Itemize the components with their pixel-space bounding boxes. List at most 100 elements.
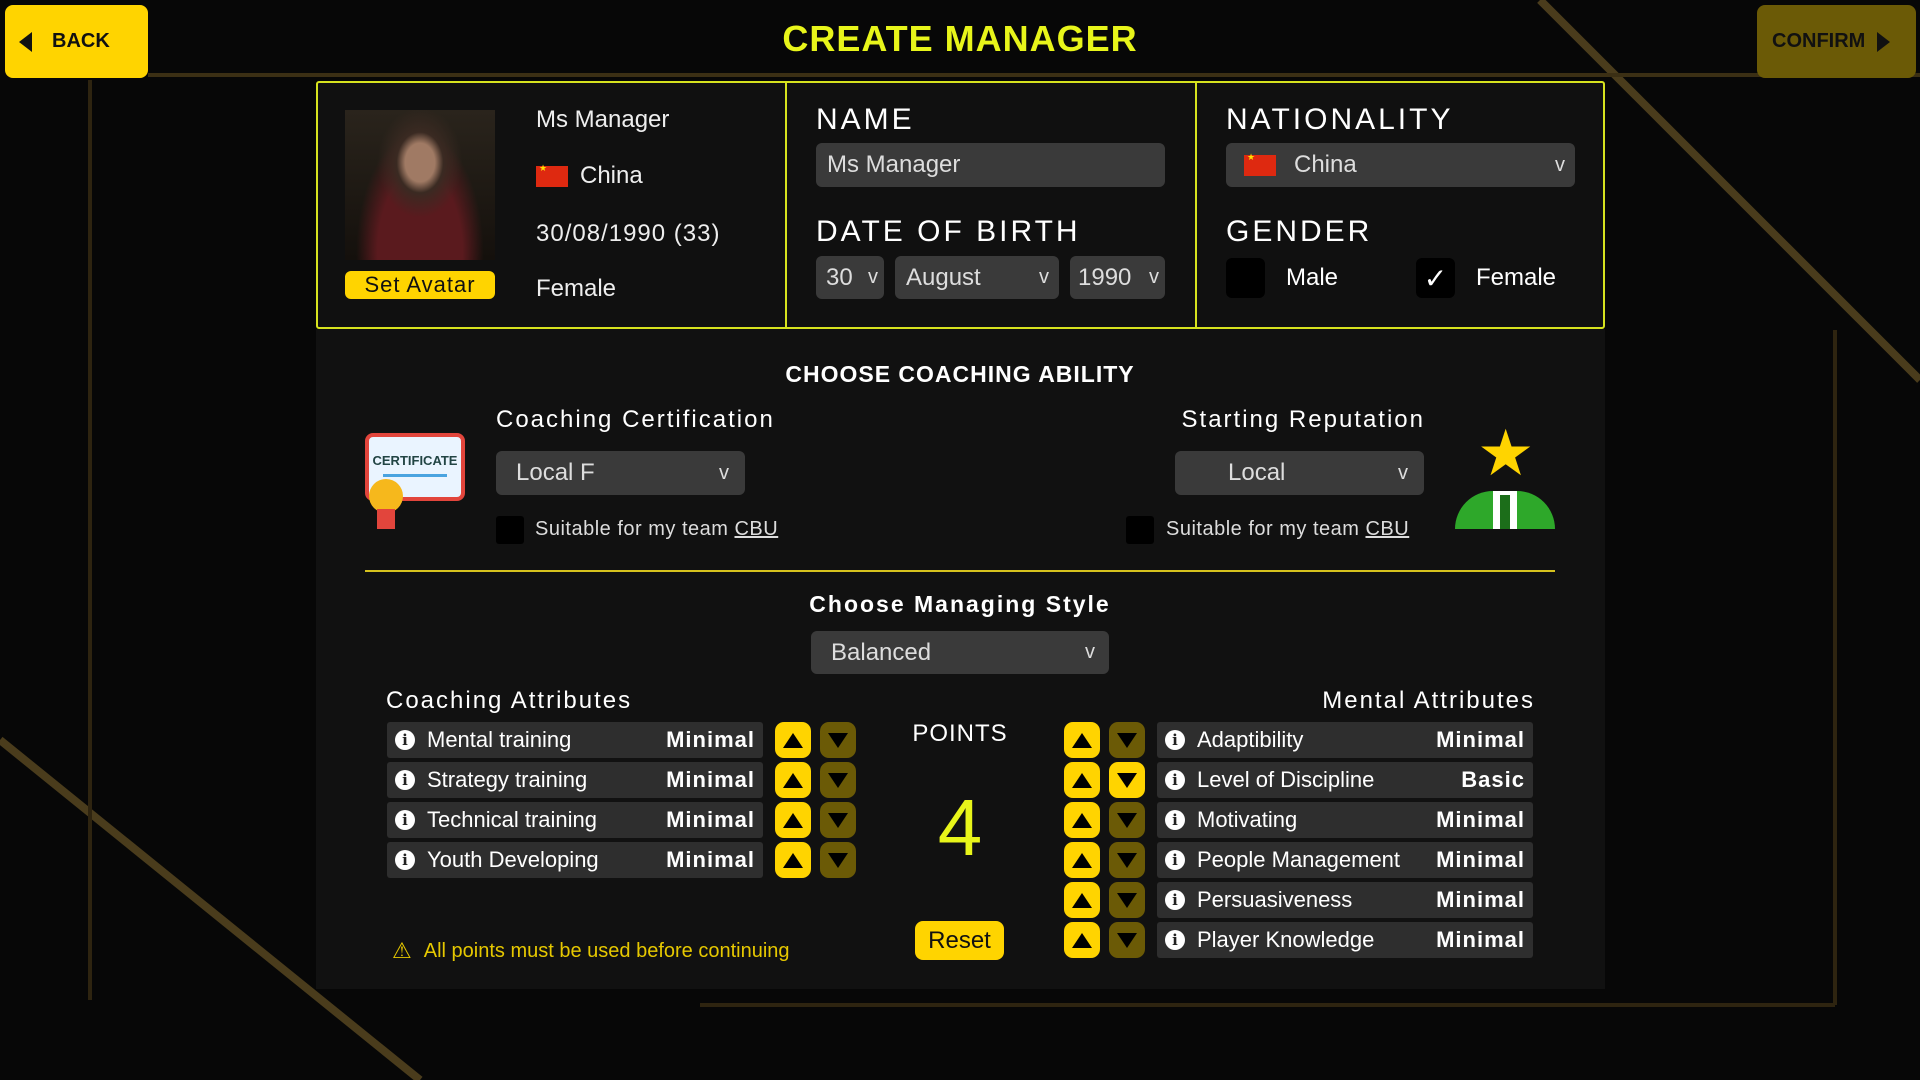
mental-attributes-title: Mental Attributes [1322,687,1535,714]
set-avatar-button[interactable]: Set Avatar [345,271,495,299]
increase-button[interactable] [775,802,811,838]
male-checkbox[interactable] [1226,258,1265,298]
cbu-link[interactable]: CBU [1365,518,1410,540]
attribute-level: Minimal [1436,847,1525,872]
reputation-star-icon: ★ [1455,421,1555,529]
attribute-level: Minimal [666,807,755,832]
increase-button[interactable] [1064,882,1100,918]
name-input[interactable]: Ms Manager [816,143,1165,187]
decrease-button[interactable] [1109,842,1145,878]
decrease-button[interactable] [820,842,856,878]
month-select[interactable]: August v [895,256,1059,299]
arrow-up-icon [1072,852,1092,868]
attribute-name: Mental training [427,727,572,752]
certificate-icon: CERTIFICATE [365,431,465,529]
nationality-select[interactable]: China v [1226,143,1575,187]
arrow-up-icon [1072,732,1092,748]
info-icon[interactable]: i [1165,890,1185,910]
info-icon[interactable]: i [1165,770,1185,790]
attribute-name: Technical training [427,807,597,832]
forward-arrow-icon [1877,31,1891,52]
info-icon[interactable]: i [1165,810,1185,830]
summary-nationality: China [580,162,643,189]
attribute-row: i Motivating Minimal [1157,802,1533,838]
cert-suitable-checkbox[interactable] [496,516,524,544]
attribute-row: i Player Knowledge Minimal [1157,922,1533,958]
nationality-label: NATIONALITY [1226,103,1454,136]
attribute-name: Youth Developing [427,847,599,872]
back-button[interactable]: BACK [5,5,148,78]
cert-value: Local F [516,459,595,486]
attribute-level: Minimal [1436,927,1525,952]
attribute-row: i Level of Discipline Basic [1157,762,1533,798]
info-icon[interactable]: i [395,810,415,830]
info-icon[interactable]: i [1165,930,1185,950]
back-arrow-icon [19,31,32,52]
increase-button[interactable] [1064,802,1100,838]
info-icon[interactable]: i [1165,730,1185,750]
arrow-up-icon [783,772,803,788]
page-title: CREATE MANAGER [782,18,1138,59]
attribute-name: Adaptibility [1197,727,1304,752]
rep-suitable-checkbox[interactable] [1126,516,1154,544]
info-icon[interactable]: i [395,730,415,750]
increase-button[interactable] [775,722,811,758]
china-flag-icon [536,163,568,187]
confirm-button[interactable]: CONFIRM [1757,5,1916,78]
year-select[interactable]: 1990 v [1070,256,1165,299]
arrow-down-icon [828,812,848,828]
points-label: POINTS [912,720,1008,747]
arrow-up-icon [783,732,803,748]
reset-button[interactable]: Reset [915,921,1004,960]
starting-reputation-select[interactable]: Local v [1175,451,1424,495]
managing-style-select[interactable]: Balanced v [811,631,1109,674]
attribute-row: i Technical training Minimal [387,802,763,838]
arrow-down-icon [1117,732,1137,748]
day-value: 30 [826,263,853,291]
decrease-button[interactable] [820,802,856,838]
nationality-value: China [1294,151,1357,178]
year-value: 1990 [1078,263,1132,291]
attribute-level: Minimal [1436,887,1525,912]
attribute-level: Minimal [666,727,755,752]
increase-button[interactable] [1064,922,1100,958]
attribute-level: Minimal [666,767,755,792]
name-label: NAME [816,103,915,136]
cbu-link[interactable]: CBU [734,518,779,540]
increase-button[interactable] [775,762,811,798]
decrease-button[interactable] [1109,722,1145,758]
female-checkbox[interactable]: ✓ [1416,258,1455,298]
attribute-level: Minimal [666,847,755,872]
attribute-row: i People Management Minimal [1157,842,1533,878]
decrease-button[interactable] [820,762,856,798]
attribute-name: Level of Discipline [1197,767,1375,792]
day-select[interactable]: 30 v [816,256,884,299]
decrease-button[interactable] [1109,762,1145,798]
decrease-button[interactable] [1109,882,1145,918]
avatar[interactable] [345,110,495,260]
info-icon[interactable]: i [395,850,415,870]
chevron-down-icon: v [1039,266,1049,288]
info-icon[interactable]: i [1165,850,1185,870]
chevron-down-icon: v [1085,641,1095,663]
increase-button[interactable] [1064,722,1100,758]
decrease-button[interactable] [820,722,856,758]
increase-button[interactable] [1064,762,1100,798]
coaching-ability-title: CHOOSE COACHING ABILITY [785,361,1135,387]
rep-suitable-label: Suitable for my team [1166,518,1360,540]
increase-button[interactable] [775,842,811,878]
decrease-button[interactable] [1109,802,1145,838]
male-label: Male [1286,264,1339,291]
arrow-down-icon [1117,932,1137,948]
warning-icon: ⚠ [392,938,412,963]
attribute-level: Basic [1461,767,1525,792]
name-value: Ms Manager [827,151,961,178]
coaching-certification-select[interactable]: Local F v [496,451,745,495]
gender-label: GENDER [1226,215,1373,248]
decrease-button[interactable] [1109,922,1145,958]
info-icon[interactable]: i [395,770,415,790]
increase-button[interactable] [1064,842,1100,878]
arrow-up-icon [1072,932,1092,948]
coaching-attributes-title: Coaching Attributes [386,687,633,714]
